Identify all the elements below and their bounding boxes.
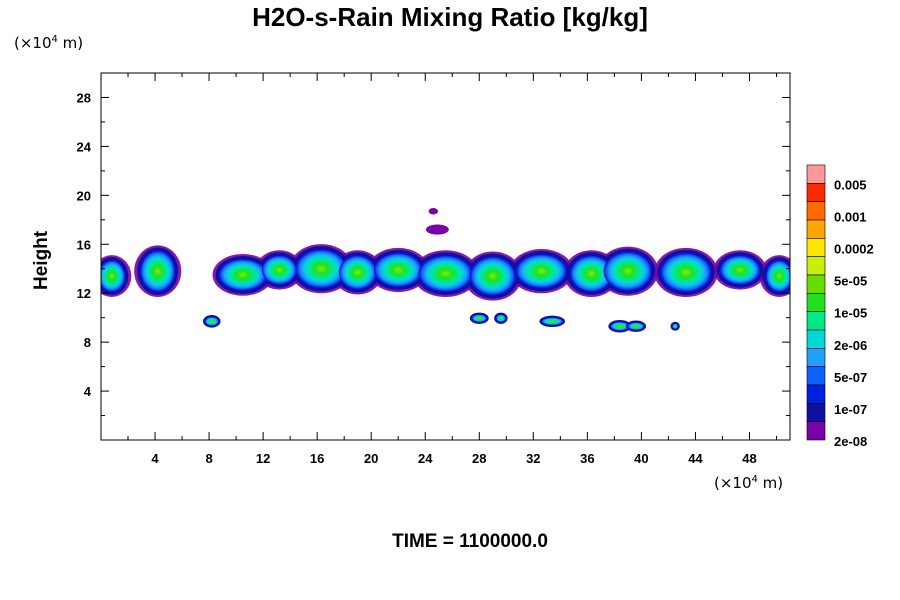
colorbar-swatch bbox=[806, 384, 826, 404]
x-tick-label: 4 bbox=[151, 451, 159, 466]
colorbar-label: 1e-07 bbox=[834, 402, 867, 417]
x-tick-label: 48 bbox=[742, 451, 756, 466]
small-rain-cell bbox=[672, 323, 678, 329]
y-tick-label: 20 bbox=[77, 188, 91, 203]
x-tick-label: 44 bbox=[688, 451, 703, 466]
small-rain-cell bbox=[205, 317, 219, 326]
x-tick-label: 36 bbox=[580, 451, 594, 466]
y-tick-label: 24 bbox=[77, 139, 92, 154]
colorbar-label: 2e-06 bbox=[834, 338, 867, 353]
x-tick-label: 12 bbox=[256, 451, 270, 466]
x-tick-label: 24 bbox=[418, 451, 433, 466]
small-rain-cell-edge bbox=[428, 208, 439, 215]
colorbar-swatch bbox=[806, 164, 826, 184]
rain-cell bbox=[140, 250, 176, 292]
colorbar-swatch bbox=[806, 348, 826, 367]
small-rain-cell bbox=[541, 317, 564, 326]
colorbar-swatch bbox=[806, 256, 826, 276]
y-tick-label: 12 bbox=[77, 286, 91, 301]
y-tick-label: 16 bbox=[77, 237, 91, 252]
rain-cell bbox=[569, 255, 614, 292]
rain-cell bbox=[515, 254, 568, 289]
x-tick-label: 32 bbox=[526, 451, 540, 466]
rain-cell bbox=[101, 260, 126, 292]
plot-frame bbox=[100, 72, 791, 441]
colorbar-swatch bbox=[806, 274, 826, 294]
colorbar-swatch bbox=[806, 366, 826, 386]
time-label: TIME = 1100000.0 bbox=[392, 531, 548, 552]
rain-cell bbox=[218, 258, 268, 291]
rain-cell bbox=[373, 252, 423, 288]
colorbar-swatch bbox=[806, 311, 826, 331]
x-tick-label: 20 bbox=[364, 451, 378, 466]
rain-cell bbox=[261, 255, 297, 285]
colorbar-swatch bbox=[806, 201, 826, 221]
y-tick-label: 4 bbox=[84, 384, 92, 399]
x-axis: 4 8 12 16 20 24 28 32 36 40 44 48 bbox=[127, 73, 777, 466]
x-tick-label: 8 bbox=[205, 451, 212, 466]
x-tick-label: 40 bbox=[634, 451, 648, 466]
x-tick-label: 28 bbox=[472, 451, 486, 466]
small-rain-cell bbox=[627, 322, 645, 330]
colorbar-swatch bbox=[806, 238, 826, 257]
x-tick-label: 16 bbox=[310, 451, 324, 466]
rain-cell bbox=[765, 260, 790, 292]
y-tick-label: 8 bbox=[84, 335, 91, 350]
rain-cell bbox=[418, 255, 473, 292]
colorbar-label: 5e-07 bbox=[834, 370, 867, 385]
colorbar-label: 0.0002 bbox=[834, 242, 874, 257]
small-rain-cell-edge bbox=[425, 224, 449, 235]
colorbar-swatch bbox=[806, 403, 826, 422]
colorbar-label: 5e-05 bbox=[834, 274, 867, 289]
small-rain-cell bbox=[496, 314, 506, 322]
colorbar-swatch bbox=[806, 421, 826, 441]
colorbar-swatch bbox=[806, 329, 826, 349]
colorbar-label: 0.001 bbox=[834, 209, 867, 224]
colorbar-swatch bbox=[806, 219, 826, 239]
colorbar-label: 2e-08 bbox=[834, 434, 867, 449]
y-unit-label: (×104 m) bbox=[14, 34, 84, 52]
small-rain-cell bbox=[610, 321, 630, 331]
colorbar-swatch bbox=[806, 183, 826, 202]
colorbar-label: 1e-05 bbox=[834, 306, 867, 321]
rain-field bbox=[101, 208, 790, 333]
colorbar-swatch bbox=[806, 293, 826, 312]
rain-cell bbox=[719, 255, 761, 285]
rain-cell bbox=[603, 251, 653, 291]
x-unit-label: (×104 m) bbox=[714, 474, 784, 492]
rain-cell bbox=[295, 249, 347, 289]
rain-cell bbox=[660, 252, 712, 292]
colorbar-label: 0.005 bbox=[834, 177, 867, 192]
y-axis: 4 8 12 16 20 24 28 bbox=[77, 90, 790, 417]
y-tick-label: 28 bbox=[77, 90, 91, 105]
chart-title: H2O-s-Rain Mixing Ratio [kg/kg] bbox=[252, 2, 648, 32]
colorbar: 0.005 0.001 0.0002 5e-05 1e-05 2e-06 5e-07 1e-0… bbox=[806, 164, 874, 449]
rain-cell bbox=[338, 255, 377, 290]
rain-cell bbox=[469, 256, 516, 296]
small-rain-cell bbox=[471, 314, 487, 322]
